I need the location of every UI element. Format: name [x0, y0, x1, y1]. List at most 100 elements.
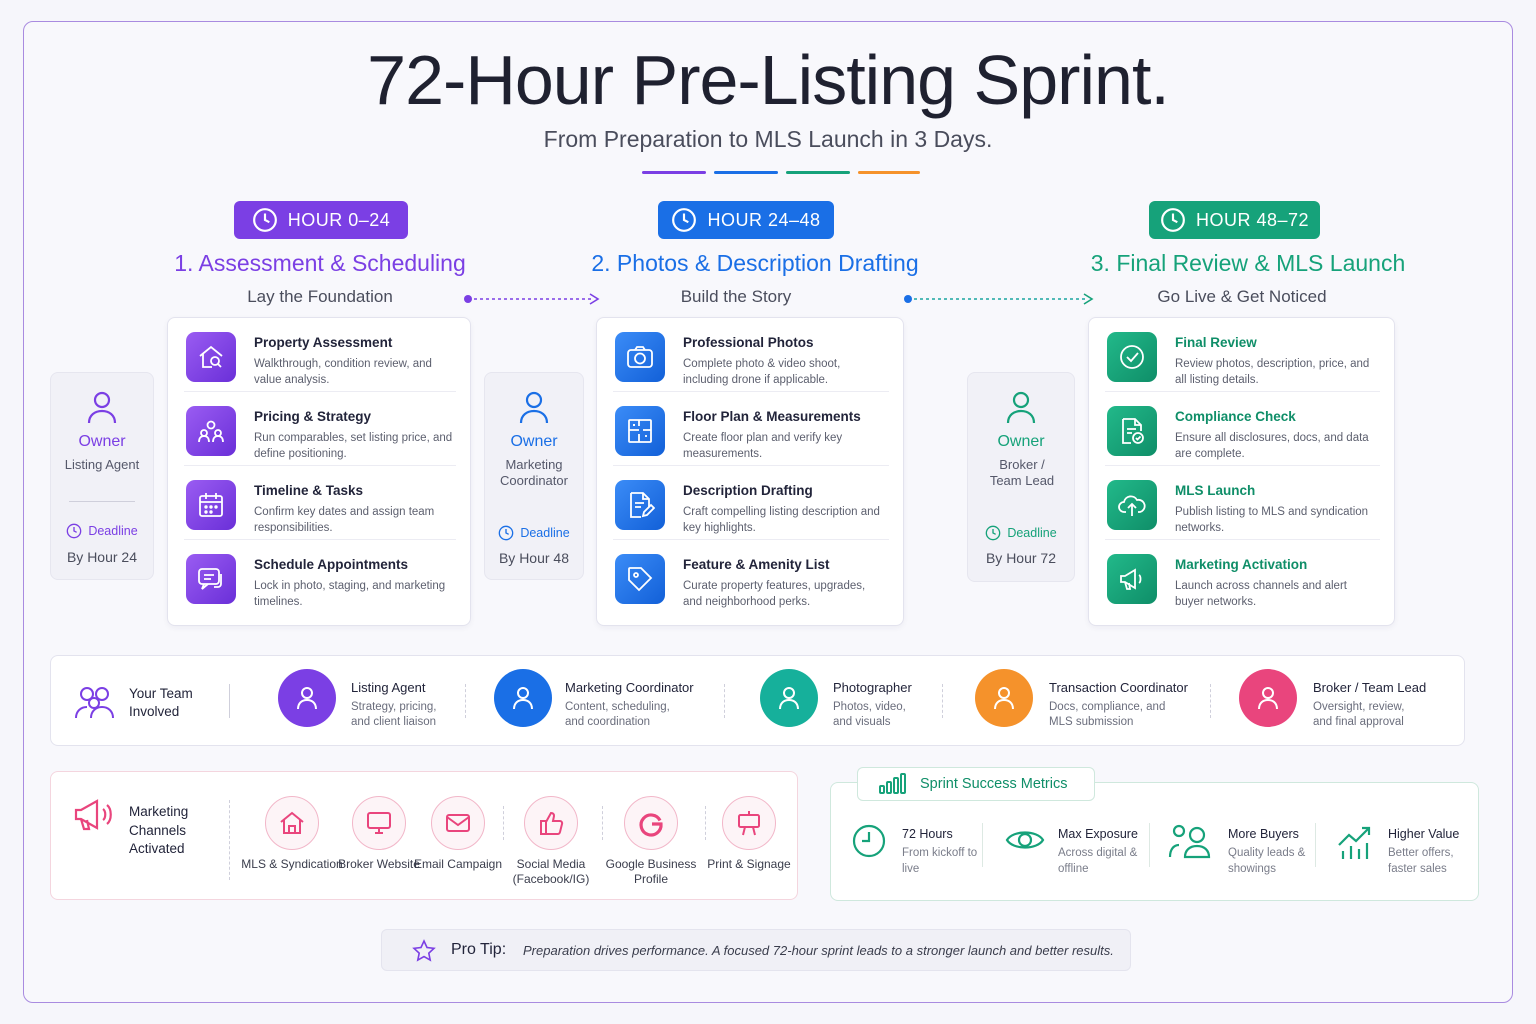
- clock-icon: [1161, 208, 1185, 232]
- mail-icon: [446, 814, 470, 832]
- task-item: Description Drafting Craft compelling li…: [613, 466, 889, 540]
- task-desc: Launch across channels and alert buyer n…: [1175, 580, 1347, 608]
- task-title: MLS Launch: [1175, 483, 1256, 498]
- team-member-desc: Content, scheduling, and coordination: [565, 701, 670, 728]
- eye-icon: [1005, 831, 1045, 849]
- person-icon: [1258, 687, 1278, 710]
- calendar-icon: [199, 493, 223, 517]
- task-item: Marketing Activation Launch across chann…: [1105, 540, 1380, 614]
- page-title: 72-Hour Pre-Listing Sprint.: [367, 41, 1170, 119]
- phase-1-hour-label: HOUR 0–24: [287, 209, 391, 230]
- task-desc: Complete photo & video shoot, including …: [683, 358, 841, 386]
- marketing-coordinator-avatar: [494, 669, 552, 727]
- team-member-desc: Photos, video, and visuals: [833, 701, 906, 728]
- clock-icon: [852, 824, 886, 858]
- transaction-coordinator-avatar: [975, 669, 1033, 727]
- task-title: Feature & Amenity List: [683, 557, 830, 572]
- phase-2-hour-badge: HOUR 24–48: [658, 201, 834, 239]
- title-underline-orange: [858, 171, 920, 174]
- phase-2-deadline-value: By Hour 48: [498, 550, 570, 566]
- team-member-name: Listing Agent: [351, 680, 426, 695]
- phase-2-subtitle: Build the Story: [680, 287, 792, 306]
- team-member-desc: Docs, compliance, and MLS submission: [1049, 701, 1166, 728]
- metric-title: Higher Value: [1388, 827, 1460, 841]
- chat-icon: [198, 568, 222, 590]
- person-icon: [513, 687, 533, 710]
- phase-3-subtitle: Go Live & Get Noticed: [1157, 287, 1327, 306]
- task-item: Final Review Review photos, description,…: [1105, 318, 1380, 392]
- people-icon: [198, 420, 224, 443]
- metric-desc: Quality leads & showings: [1228, 847, 1306, 875]
- team-icon: [75, 687, 114, 719]
- task-item: Schedule Appointments Lock in photo, sta…: [184, 540, 456, 614]
- metric-title: More Buyers: [1228, 827, 1299, 841]
- phase-2-owner-role: Marketing Coordinator: [500, 457, 568, 488]
- phase-3-task-card: Final Review Review photos, description,…: [1088, 317, 1395, 626]
- phase-3-owner-card: Owner Broker / Team Lead Deadline By Hou…: [967, 372, 1075, 582]
- divider: [602, 806, 603, 840]
- clock-icon: [498, 525, 514, 541]
- social-channel-badge: [524, 796, 578, 850]
- pro-tip-text: Preparation drives performance. A focuse…: [523, 943, 1114, 958]
- connector-arrow: [904, 293, 1094, 305]
- task-item: Compliance Check Ensure all disclosures,…: [1105, 392, 1380, 466]
- website-channel-badge: [352, 796, 406, 850]
- task-desc: Lock in photo, staging, and marketing ti…: [254, 580, 446, 608]
- divider: [465, 684, 466, 718]
- person-icon: [1006, 391, 1036, 424]
- people-icon: [1168, 824, 1211, 859]
- task-title: Timeline & Tasks: [254, 483, 364, 498]
- house-icon: [280, 811, 304, 834]
- bar-chart-icon: [879, 773, 906, 794]
- team-member-name: Transaction Coordinator: [1049, 680, 1188, 695]
- channel-label: Email Campaign: [413, 857, 503, 871]
- phase-2-title: 2. Photos & Description Drafting: [591, 250, 919, 276]
- deadline-label: Deadline: [1007, 526, 1057, 540]
- channels-label: Marketing Channels Activated: [129, 804, 189, 856]
- task-item: Timeline & Tasks Confirm key dates and a…: [184, 466, 456, 540]
- task-item: Pricing & Strategy Run comparables, set …: [184, 392, 456, 466]
- document-edit-icon: [630, 492, 655, 518]
- channel-label: Google Business Profile: [605, 857, 697, 886]
- team-label: Your Team Involved: [129, 686, 193, 719]
- person-icon: [519, 391, 549, 424]
- deadline-label: Deadline: [88, 524, 138, 538]
- person-icon: [87, 391, 117, 424]
- task-desc: Craft compelling listing description and…: [683, 506, 880, 534]
- team-member-name: Marketing Coordinator: [565, 680, 694, 695]
- phase-3-hour-label: HOUR 48–72: [1195, 209, 1310, 230]
- task-title: Floor Plan & Measurements: [683, 409, 861, 424]
- broker-avatar: [1239, 669, 1297, 727]
- cloud-upload-icon: [1118, 495, 1146, 516]
- metric-desc: Across digital & offline: [1058, 847, 1138, 875]
- phase-1-hour-badge: HOUR 0–24: [234, 201, 408, 239]
- page-subtitle: From Preparation to MLS Launch in 3 Days…: [543, 126, 993, 152]
- megaphone-icon: [74, 799, 112, 831]
- metric-title: Max Exposure: [1058, 827, 1138, 841]
- task-title: Professional Photos: [683, 335, 814, 350]
- title-underline-green: [786, 171, 850, 174]
- task-desc: Create floor plan and verify key measure…: [683, 432, 843, 460]
- divider: [724, 684, 725, 718]
- channel-label: Social Media (Facebook/IG): [512, 857, 590, 886]
- phase-1-owner-card: Owner Listing Agent Deadline By Hour 24: [50, 372, 154, 580]
- deadline-label: Deadline: [520, 526, 570, 540]
- mls-channel-badge: [265, 796, 319, 850]
- divider: [982, 823, 983, 867]
- trend-up-icon: [1338, 826, 1371, 859]
- house-search-icon: [199, 345, 223, 368]
- task-desc: Confirm key dates and assign team respon…: [254, 506, 435, 534]
- metric-desc: From kickoff to live: [902, 847, 978, 875]
- team-panel: Your Team Involved Listing Agent Strateg…: [50, 655, 1465, 746]
- pro-tip-label: Pro Tip:: [451, 941, 507, 958]
- channel-label: Broker Website: [338, 857, 420, 871]
- divider: [1315, 823, 1316, 867]
- floorplan-icon: [628, 419, 652, 443]
- print-channel-badge: [722, 796, 776, 850]
- channel-label: Print & Signage: [707, 857, 791, 871]
- divider: [1210, 684, 1211, 718]
- task-title: Property Assessment: [254, 335, 393, 350]
- clock-icon: [672, 208, 697, 232]
- task-item: Property Assessment Walkthrough, conditi…: [184, 318, 456, 392]
- connector-arrow: [464, 293, 600, 305]
